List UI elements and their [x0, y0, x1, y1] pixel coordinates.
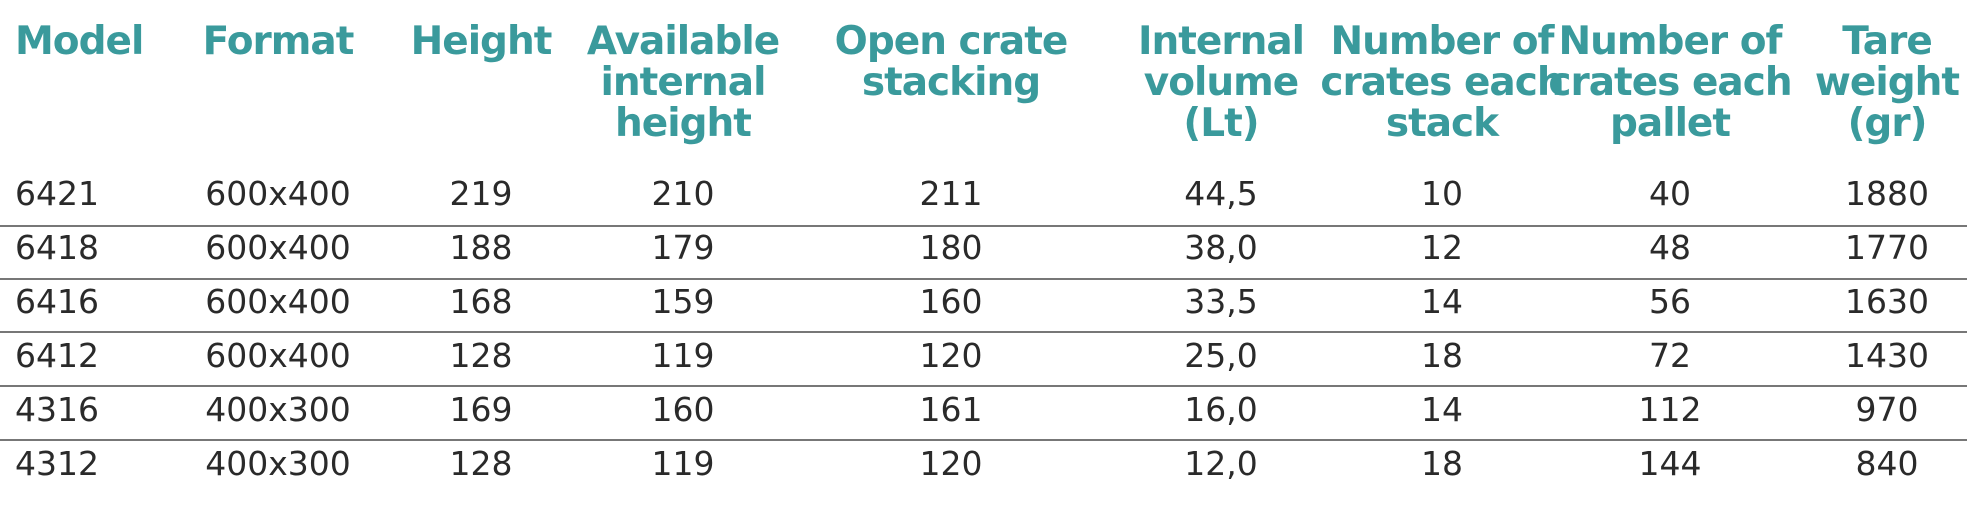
column-header: Internal: [1137, 19, 1305, 64]
column-header: Available: [586, 19, 780, 64]
table-cell: 179: [651, 228, 715, 267]
table-cell: 119: [651, 336, 715, 375]
table-cell: 600x400: [205, 282, 351, 321]
column-header: Number of: [1558, 19, 1783, 64]
table-cell: 6421: [15, 174, 99, 213]
table-cell: 188: [449, 228, 513, 267]
table-cell: 160: [919, 282, 983, 321]
table-cell: 168: [449, 282, 513, 321]
column-header: pallet: [1609, 101, 1731, 146]
table-cell: 160: [651, 390, 715, 429]
table-cell: 400x300: [205, 390, 351, 429]
column-header: Tare: [1842, 19, 1933, 64]
table-cell: 112: [1638, 390, 1702, 429]
column-header: Height: [410, 19, 553, 64]
table-cell: 128: [449, 444, 513, 483]
column-header: crates each: [1548, 60, 1792, 105]
table-cell: 840: [1855, 444, 1919, 483]
table-cell: 38,0: [1184, 228, 1258, 267]
column-header: crates each: [1320, 60, 1564, 105]
table-cell: 169: [449, 390, 513, 429]
column-header: Format: [202, 19, 355, 64]
table-cell: 1770: [1845, 228, 1929, 267]
table-cell: 14: [1421, 390, 1463, 429]
table-cell: 210: [651, 174, 715, 213]
column-header: (Lt): [1183, 101, 1259, 146]
table-cell: 16,0: [1184, 390, 1258, 429]
table-cell: 6418: [15, 228, 99, 267]
table-cell: 33,5: [1184, 282, 1258, 321]
table-cell: 25,0: [1184, 336, 1258, 375]
table-cell: 1880: [1845, 174, 1929, 213]
column-header: Model: [15, 19, 144, 64]
column-header: Number of: [1330, 19, 1555, 64]
row-separator: [0, 278, 1967, 280]
table-cell: 14: [1421, 282, 1463, 321]
table-cell: 144: [1638, 444, 1702, 483]
table-cell: 18: [1421, 444, 1463, 483]
table-cell: 12: [1421, 228, 1463, 267]
table-cell: 211: [919, 174, 983, 213]
table-cell: 10: [1421, 174, 1463, 213]
table-cell: 119: [651, 444, 715, 483]
table-cell: 1630: [1845, 282, 1929, 321]
column-header: volume: [1143, 60, 1299, 105]
column-header: internal: [600, 60, 767, 105]
table-cell: 600x400: [205, 174, 351, 213]
table-cell: 44,5: [1184, 174, 1258, 213]
table-cell: 400x300: [205, 444, 351, 483]
table-cell: 1430: [1845, 336, 1929, 375]
table-cell: 6412: [15, 336, 99, 375]
table-cell: 600x400: [205, 228, 351, 267]
table-cell: 6416: [15, 282, 99, 321]
row-separator: [0, 331, 1967, 333]
table-cell: 600x400: [205, 336, 351, 375]
table-cell: 120: [919, 336, 983, 375]
table-cell: 72: [1649, 336, 1691, 375]
table-cell: 12,0: [1184, 444, 1258, 483]
column-header: stack: [1385, 101, 1499, 146]
table-cell: 120: [919, 444, 983, 483]
table-cell: 48: [1649, 228, 1691, 267]
column-header: Open crate: [834, 19, 1069, 64]
column-header: weight: [1814, 60, 1960, 105]
row-separator: [0, 225, 1967, 227]
table-cell: 4312: [15, 444, 99, 483]
table-cell: 180: [919, 228, 983, 267]
table-cell: 970: [1855, 390, 1919, 429]
row-separator: [0, 439, 1967, 441]
table-cell: 159: [651, 282, 715, 321]
table-cell: 40: [1649, 174, 1691, 213]
table-cell: 4316: [15, 390, 99, 429]
table-cell: 219: [449, 174, 513, 213]
column-header: (gr): [1847, 101, 1928, 146]
table-cell: 161: [919, 390, 983, 429]
table-cell: 56: [1649, 282, 1691, 321]
column-header: stacking: [861, 60, 1041, 105]
table-cell: 18: [1421, 336, 1463, 375]
row-separator: [0, 385, 1967, 387]
table-cell: 128: [449, 336, 513, 375]
column-header: height: [615, 101, 752, 146]
